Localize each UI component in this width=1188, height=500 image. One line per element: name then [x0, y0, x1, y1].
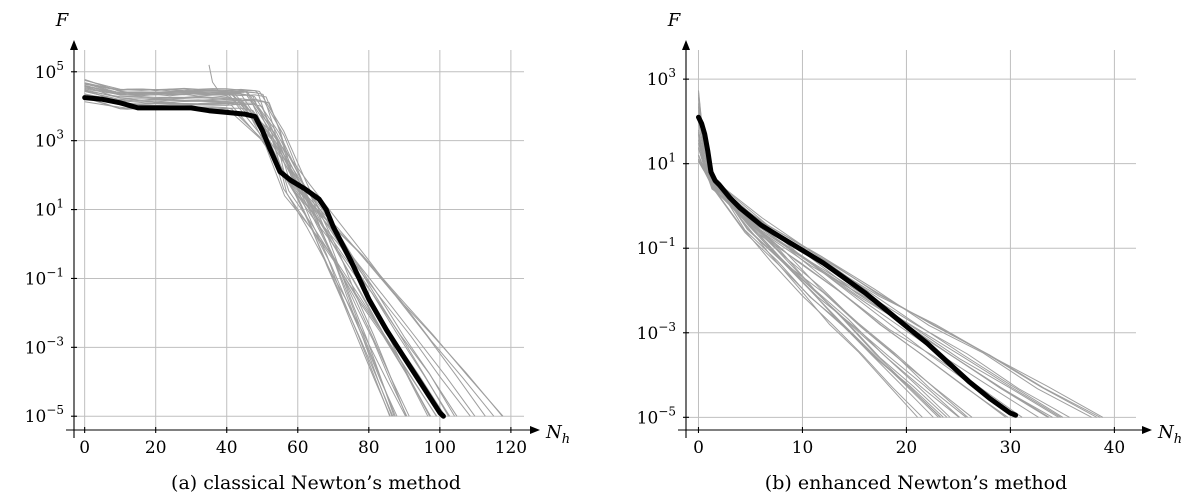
y-tick-label: 105 [35, 59, 64, 83]
axes [678, 40, 1152, 438]
x-tick-label: 120 [495, 438, 527, 458]
x-tick-label: 0 [693, 438, 704, 458]
run-line [84, 93, 391, 417]
run-line [84, 90, 391, 417]
panel-a: 0 20 40 60 80 100 120 105 103 101 10−1 10−3 10−5 F Nh (… [25, 10, 570, 494]
x-tick-label: 100 [424, 438, 456, 458]
y-tick-label: 10−5 [25, 403, 64, 427]
x-tick-label: 20 [896, 438, 918, 458]
run-line [84, 89, 394, 417]
y-axis-arrow [682, 40, 690, 50]
run-line [84, 79, 406, 417]
y-tick-label: 10−5 [637, 404, 676, 428]
run-line [698, 110, 1059, 418]
y-tick-label: 10−1 [25, 265, 64, 289]
run-line [698, 154, 1061, 418]
run-line [698, 90, 1007, 418]
y-axis-label: F [55, 10, 70, 31]
run-line [84, 82, 395, 417]
x-tick-label: 80 [358, 438, 380, 458]
run-line [698, 103, 1009, 418]
y-tick-label: 101 [35, 197, 64, 221]
mean-line [696, 114, 1019, 418]
x-tick-label: 40 [1104, 438, 1126, 458]
run-line [84, 93, 431, 417]
run-line [698, 132, 973, 418]
x-tick-label: 40 [216, 438, 238, 458]
run-line [84, 87, 432, 417]
y-tick-label: 103 [35, 128, 64, 152]
run-line [84, 79, 486, 417]
y-tick-label: 10−3 [637, 320, 676, 344]
axes [66, 40, 540, 438]
run-line [698, 133, 1070, 418]
y-tick-label: 101 [647, 151, 676, 175]
run-line-spike [208, 64, 245, 93]
run-line [698, 158, 1053, 418]
x-tick-label: 30 [1000, 438, 1022, 458]
run-line [84, 96, 410, 417]
x-tick-label: 0 [79, 438, 90, 458]
y-tick-label: 10−3 [25, 334, 64, 358]
run-line [698, 94, 969, 418]
run-line [698, 139, 951, 418]
x-tick-label: 10 [792, 438, 814, 458]
y-tick-label: 103 [647, 66, 676, 90]
y-axis-label: F [667, 10, 682, 31]
caption: (b) enhanced Newton’s method [765, 472, 1067, 494]
x-axis-arrow [530, 426, 540, 434]
grid [686, 50, 1136, 430]
x-tick-label: 20 [145, 438, 167, 458]
run-line [698, 132, 1050, 418]
runs-series [698, 90, 1104, 418]
mean-line [82, 95, 446, 419]
run-line [698, 106, 1101, 418]
panel-b: 0 10 20 30 40 103 101 10−1 10−3 10−5 F Nh (b) enhanc… [637, 10, 1182, 494]
y-axis-arrow [70, 40, 78, 50]
run-line [698, 154, 1039, 418]
y-tick-label: 10−1 [637, 235, 676, 259]
run-line [84, 85, 446, 417]
x-tick-label: 60 [287, 438, 309, 458]
run-line [84, 83, 408, 417]
caption: (a) classical Newton’s method [171, 472, 461, 494]
x-axis-arrow [1142, 426, 1152, 434]
run-line [698, 129, 1098, 418]
run-line [698, 155, 1092, 418]
x-axis-label: Nh [545, 422, 570, 447]
x-axis-label: Nh [1157, 422, 1182, 447]
run-line [698, 159, 1064, 418]
